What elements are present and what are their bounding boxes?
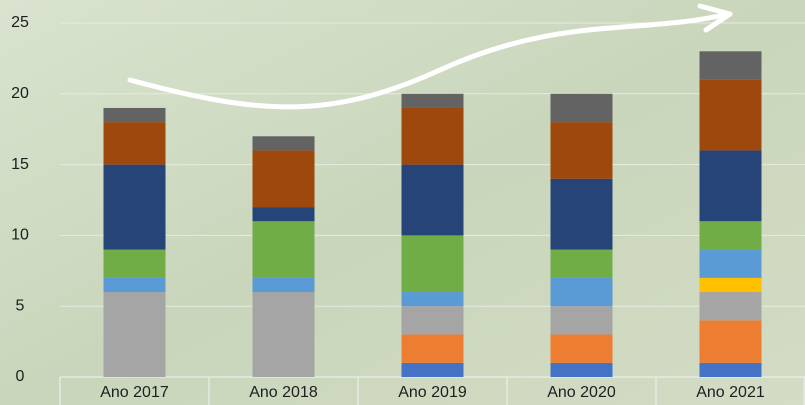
bar-segment [402, 363, 464, 377]
bar-segment [402, 94, 464, 108]
bar-segment [402, 108, 464, 165]
bar-segment [551, 250, 613, 278]
y-tick-label: 20 [11, 85, 29, 102]
bar-segment [104, 278, 166, 292]
bar-segment [700, 292, 762, 320]
bar-segment [700, 250, 762, 278]
bar-segment [700, 278, 762, 292]
bar-segment [551, 306, 613, 334]
bar-segment [551, 278, 613, 306]
x-tick-label: Ano 2018 [249, 384, 318, 401]
bar-segment [104, 165, 166, 250]
y-tick-label: 10 [11, 227, 29, 244]
bar-segment [551, 122, 613, 179]
x-tick-label: Ano 2019 [398, 384, 467, 401]
bar-segment [104, 292, 166, 377]
y-tick-label: 15 [11, 156, 29, 173]
bar-segment [700, 150, 762, 221]
bar-segment [700, 320, 762, 362]
bar-segment [402, 335, 464, 363]
x-tick-label: Ano 2017 [100, 384, 169, 401]
bar-segment [700, 80, 762, 151]
bar-segment [551, 94, 613, 122]
bar-segment [551, 335, 613, 363]
bar-segment [104, 108, 166, 122]
bar-segment [402, 292, 464, 306]
x-tick-label: Ano 2020 [547, 384, 616, 401]
bar-segment [104, 250, 166, 278]
bar-segment [700, 363, 762, 377]
y-tick-label: 5 [16, 297, 25, 314]
bar-segment [253, 150, 315, 207]
y-tick-label: 0 [16, 368, 25, 385]
bar-segment [551, 363, 613, 377]
bar-segment [700, 221, 762, 249]
bar-segment [700, 51, 762, 79]
bar-segment [253, 136, 315, 150]
bar-segment [402, 235, 464, 292]
bar-segment [551, 179, 613, 250]
bar-segment [402, 165, 464, 236]
y-tick-label: 25 [11, 14, 29, 31]
bar-segment [253, 221, 315, 278]
bar-segment [253, 207, 315, 221]
bar-segment [402, 306, 464, 334]
bar-segment [104, 122, 166, 164]
x-tick-label: Ano 2021 [696, 384, 765, 401]
bar-segment [253, 278, 315, 292]
chart: 0 5 10 15 20 25 Ano 2017 Ano 2018 Ano 2019 Ano 20… [0, 0, 805, 405]
bar-segment [253, 292, 315, 377]
